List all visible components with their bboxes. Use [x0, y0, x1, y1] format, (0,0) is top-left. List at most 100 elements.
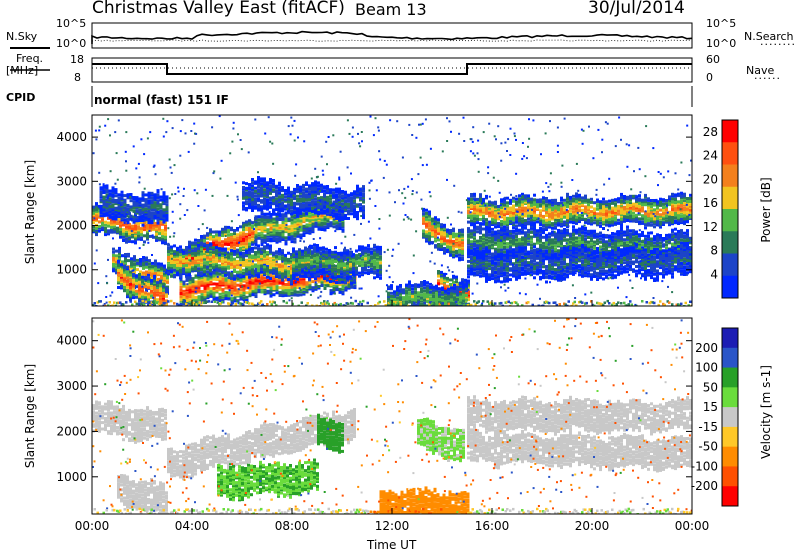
- power-cell: [104, 223, 107, 227]
- power-cell: [155, 231, 158, 235]
- power-cell: [281, 230, 285, 234]
- power-cell: [130, 263, 133, 267]
- power-cell: [194, 291, 198, 295]
- power-cell: [148, 265, 151, 269]
- power-cell: [126, 282, 129, 286]
- power-cell: [165, 214, 169, 217]
- power-cell: [161, 232, 164, 235]
- power-cell: [203, 234, 206, 238]
- power-cell: [284, 230, 288, 234]
- power-cell: [164, 226, 167, 230]
- power-cell: [110, 221, 113, 225]
- power-cell: [278, 235, 282, 238]
- power-cell: [293, 215, 297, 219]
- power-cell: [317, 184, 320, 188]
- power-cell: [138, 277, 141, 281]
- power-cell: [203, 293, 207, 297]
- power-cell: [379, 245, 382, 249]
- power-cell: [233, 235, 236, 239]
- power-cell: [311, 286, 315, 290]
- power-cell: [302, 212, 306, 216]
- power-cell: [152, 235, 155, 239]
- power-cell: [260, 255, 263, 259]
- power-cell: [146, 231, 149, 235]
- power-cell: [248, 263, 251, 267]
- power-cell: [284, 270, 287, 274]
- power-cell: [254, 278, 258, 281]
- power-cell: [239, 295, 243, 299]
- power-cell: [260, 216, 264, 220]
- power-cell: [194, 247, 197, 251]
- power-cell: [102, 204, 106, 208]
- power-cell: [266, 231, 270, 235]
- power-cell: [251, 262, 254, 266]
- power-cell: [143, 234, 146, 238]
- power-cell: [239, 261, 242, 265]
- power-cell: [115, 254, 118, 258]
- power-cell: [147, 211, 151, 215]
- power-cell: [129, 207, 133, 210]
- power-cell: [156, 281, 159, 285]
- power-cell: [111, 212, 115, 216]
- power-cell: [120, 201, 124, 205]
- power-cell: [143, 228, 146, 232]
- power-cell: [147, 292, 150, 296]
- power-cell: [141, 295, 144, 299]
- power-cell: [117, 198, 121, 201]
- power-cell: [126, 207, 130, 211]
- power-cell: [263, 226, 267, 230]
- power-cell: [334, 264, 337, 268]
- power-cell: [120, 281, 123, 285]
- power-cell: [284, 222, 288, 226]
- power-cell: [358, 245, 361, 249]
- power-cell: [290, 230, 294, 234]
- power-cell: [164, 229, 167, 233]
- power-cell: [248, 183, 251, 186]
- power-cell: [248, 275, 251, 279]
- power-cell: [125, 226, 128, 230]
- power-cell: [114, 199, 118, 202]
- power-cell: [355, 249, 358, 253]
- power-cell: [260, 215, 264, 219]
- power-cell: [458, 253, 461, 257]
- power-cell: [122, 235, 125, 239]
- power-cell: [218, 299, 222, 302]
- power-cell: [163, 272, 166, 276]
- power-cell: [308, 184, 311, 188]
- power-cell: [197, 267, 200, 271]
- power-cell: [194, 256, 197, 260]
- power-cell: [129, 285, 132, 289]
- power-cell: [114, 189, 118, 193]
- power-cell: [164, 235, 167, 239]
- power-cell: [272, 270, 275, 274]
- power-cell: [209, 290, 213, 294]
- power-cell: [248, 245, 251, 249]
- power-cell: [144, 293, 147, 296]
- power-cell: [188, 298, 192, 302]
- power-cell: [341, 228, 345, 232]
- power-cell: [188, 268, 191, 272]
- power-cell: [245, 182, 248, 186]
- power-cell: [140, 233, 143, 237]
- power-cell: [215, 273, 219, 277]
- power-cell: [287, 283, 291, 286]
- power-cell: [317, 223, 321, 227]
- power-cell: [111, 194, 115, 198]
- power-cell: [179, 299, 183, 303]
- power-cell: [132, 202, 136, 206]
- power-cell: [263, 265, 266, 269]
- power-cell: [302, 232, 306, 236]
- power-cell: [269, 288, 273, 292]
- power-cell: [434, 216, 437, 220]
- power-cell: [272, 268, 276, 272]
- power-cell: [145, 264, 148, 268]
- power-cell: [111, 198, 115, 202]
- power-cell: [126, 279, 129, 283]
- power-cell: [290, 227, 294, 231]
- power-cell: [257, 244, 260, 248]
- power-cell: [263, 254, 266, 258]
- power-cell: [266, 260, 269, 264]
- power-cell: [334, 267, 337, 271]
- power-cell: [156, 284, 159, 288]
- power-cell: [167, 272, 170, 276]
